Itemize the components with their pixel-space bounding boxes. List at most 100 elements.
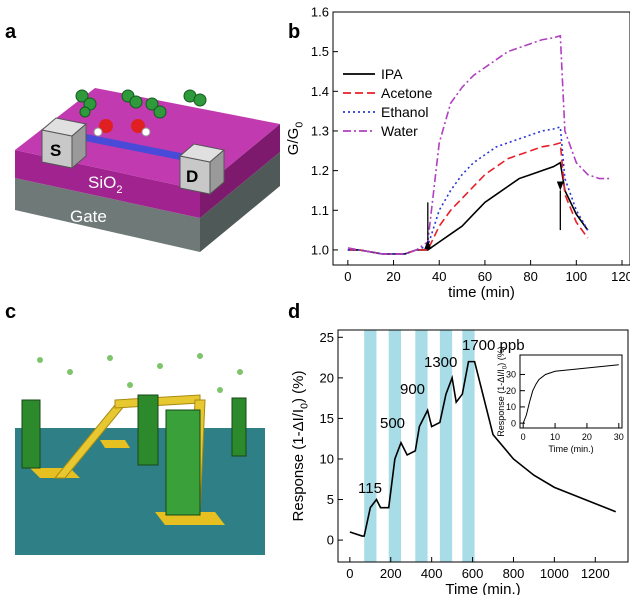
y-tick-label: 0 [327,533,334,548]
nanotube-pillar [137,394,159,466]
y-tick-label: 1.1 [311,203,329,218]
annotation: 115 [358,480,382,497]
x-tick-label: 600 [462,566,484,581]
x-axis-label: Time (min.) [548,444,593,454]
drain-label: D [186,167,198,186]
x-tick-label: 120 [611,269,630,284]
y-tick-label: 1.2 [311,163,329,178]
y-axis-label-subscript: 0 [298,403,310,409]
data-line [349,360,617,537]
device-illustration: S D SiO2 Gate [15,88,280,252]
x-tick-label: 800 [503,566,525,581]
panel-label: c [5,301,16,323]
x-tick-label: 0 [521,432,526,442]
x-tick-label: 40 [432,269,446,284]
x-axis-label: time (min) [448,284,515,301]
x-tick-label: 0 [346,566,353,581]
water-molecule [141,127,151,137]
y-axis-label: Response (1-ΔI/I0) (%) [496,346,509,437]
exposure-band [415,330,428,562]
y-axis-label-text: G/G [285,128,302,156]
gate-front [15,178,200,252]
legend-label: Acetone [381,85,433,101]
data-line [347,161,589,255]
x-tick-label: 60 [478,269,492,284]
y-axis-label-subscript: 0 [502,365,509,369]
legend-label: Ethanol [381,104,428,120]
panel-label: a [5,21,17,43]
water-molecule [99,119,113,133]
molecules [75,89,207,119]
x-tick-label: 0 [344,269,351,284]
source-label: S [50,141,61,160]
y-tick-label: 20 [506,386,516,396]
y-axis-label-text: ) (%) [290,371,307,404]
y-tick-label: 30 [506,370,516,380]
y-tick-label: 10 [320,452,334,467]
legend-label: Water [381,123,418,139]
x-axis-label: Time (min.) [445,581,520,595]
source-side [71,122,87,170]
panel-label: d [288,301,300,323]
oxide-side [200,124,280,218]
oxide-subscript: 2 [116,184,122,196]
y-axis-label-text: Response (1-ΔI/I [496,369,506,437]
plot-frame [337,329,629,563]
water-molecule [93,127,103,137]
data-line [347,141,589,255]
x-tick-label: 10 [550,432,560,442]
electrode-pad [100,440,130,448]
nanotube-pillar [165,409,201,516]
sensor-illustration [15,340,265,555]
annotation: 900 [400,381,425,398]
x-tick-label: 20 [582,432,592,442]
nanotube-pillar [231,397,247,457]
y-tick-label: 5 [327,492,334,507]
data-line [347,125,589,255]
inset-background [520,355,622,428]
oxide-text: SiO [88,173,116,192]
channel [70,132,196,162]
annotation: 1700 ppb [462,337,525,354]
y-tick-label: 0 [511,418,516,428]
y-tick-label: 20 [320,370,334,385]
x-tick-label: 20 [386,269,400,284]
arrow-head [556,181,564,191]
water-molecule [131,119,145,133]
y-axis-label-subscript: 0 [293,122,305,128]
arrow-head [424,240,432,250]
y-tick-label: 10 [506,402,516,412]
x-tick-label: 80 [523,269,537,284]
nanotube-pillar [21,399,41,469]
annotation: 1300 [424,354,457,371]
legend-label: IPA [381,66,403,82]
y-axis-label-text: ) (%) [496,346,506,366]
oxide-front [15,150,200,218]
y-tick-label: 1.3 [311,124,329,139]
gas-molecules [37,353,243,393]
plot-frame [332,11,630,266]
data-line [347,34,611,255]
drain-side [209,148,225,196]
x-tick-label: 200 [380,566,402,581]
oxide-label: SiO2 [88,173,122,196]
x-tick-label: 400 [421,566,443,581]
y-axis-label: Response (1-ΔI/I0) (%) [290,371,311,522]
y-axis-label: G/G0 [285,122,306,156]
x-tick-label: 1000 [540,566,569,581]
y-axis-label-text: Response (1-ΔI/I [290,409,307,522]
panel-label: b [288,21,300,43]
x-tick-label: 1200 [581,566,610,581]
exposure-band [462,330,475,562]
gate-label: Gate [70,207,107,226]
data-line [522,364,619,424]
y-tick-label: 1.4 [311,84,329,99]
annotation: 500 [380,415,405,432]
y-tick-label: 25 [320,330,334,345]
y-tick-label: 1.0 [311,242,329,257]
y-tick-label: 15 [320,411,334,426]
y-tick-label: 1.5 [311,44,329,59]
gate-side [200,152,280,252]
